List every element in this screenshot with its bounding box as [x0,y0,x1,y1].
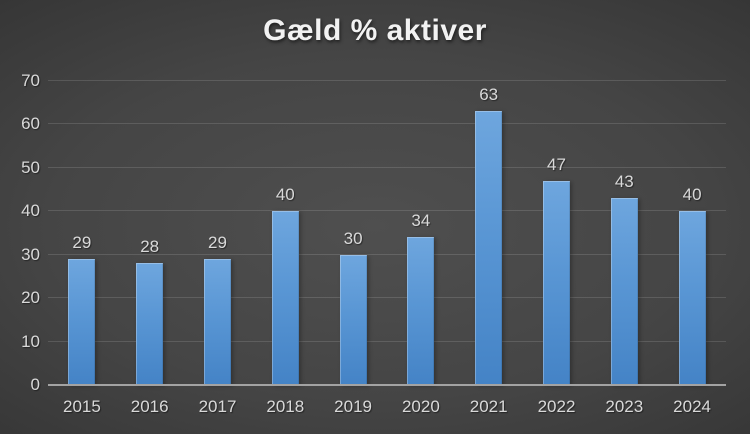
y-axis-label: 60 [21,114,40,134]
bar-value-label: 28 [140,237,160,257]
bar-2019 [339,254,367,385]
bar-2016 [136,263,164,385]
x-axis-label-2020: 2020 [401,397,440,416]
bar-2023 [610,198,638,385]
y-axis-label: 30 [21,244,40,264]
y-axis-label: 20 [21,288,40,308]
bar-2018 [271,211,299,385]
bar-value-label: 34 [411,211,431,231]
plot-area: 0 10 20 30 40 50 60 70 29 28 29 40 30 34 63 47 43 40 201… [21,71,726,416]
x-axis-label-2018: 2018 [266,397,305,416]
x-axis-line [48,384,726,386]
bar-2024 [678,211,706,385]
gridline [48,123,726,125]
x-axis-label-2024: 2024 [673,397,711,416]
bar-2015 [68,259,96,385]
x-axis-label-2015: 2015 [62,397,101,416]
y-axis-label: 10 [21,331,40,351]
gridline [48,166,726,168]
y-axis-label: 0 [30,375,40,394]
gridline [48,253,726,255]
x-axis-label-2017: 2017 [198,397,237,416]
x-axis-label-2023: 2023 [605,397,644,416]
x-axis-label-2022: 2022 [537,397,576,416]
y-axis-label: 40 [21,201,40,221]
bar-value-label: 29 [72,233,92,253]
bar-value-label: 29 [208,233,227,253]
gridline [48,80,726,81]
gridline [48,210,726,212]
bar-2017 [204,259,231,385]
x-axis-label-2021: 2021 [469,397,508,416]
bar-value-label: 47 [547,154,566,174]
bar-2020 [407,237,435,385]
bar-2022 [543,180,570,385]
gridline [48,297,726,299]
x-axis-label-2019: 2019 [334,397,372,416]
bar-value-label: 63 [479,85,499,105]
y-axis-label: 50 [21,157,40,177]
bar-value-label: 30 [343,228,363,248]
chart-title: Gæld % aktiver [263,14,487,47]
y-axis-label: 70 [21,71,40,90]
bar-value-label: 40 [682,185,702,205]
x-axis-label-2016: 2016 [130,397,169,416]
bar-value-label: 40 [275,185,295,205]
bar-2021 [475,111,503,385]
gridline [48,340,726,342]
bar-value-label: 43 [614,172,634,192]
